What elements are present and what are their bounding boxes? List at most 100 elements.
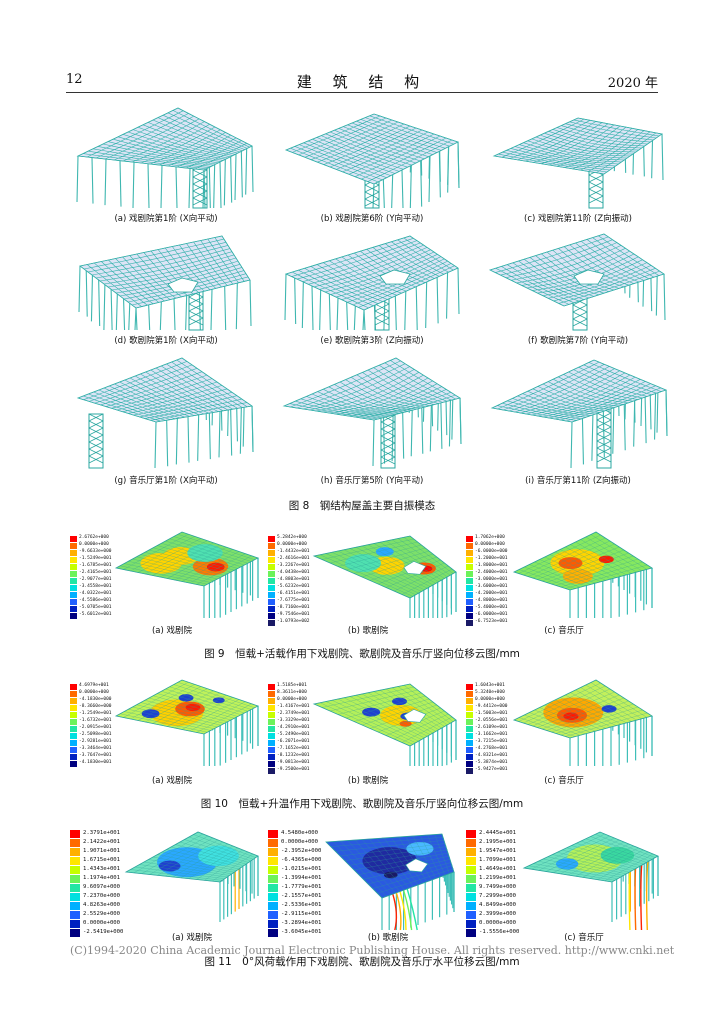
roof-gridline [556,126,627,167]
legend-row: -3.2267e+001 [268,563,314,571]
legend-value: 2.1995e+001 [479,839,517,845]
legend-row: 4.5480e+000 [268,830,330,839]
legend-value: 0.0000e+000 [277,697,307,702]
legend-value: 4.6979e+001 [79,683,109,688]
legend-value: -2.9115e+001 [281,911,322,917]
mesh-line [189,553,246,584]
mesh-line [313,683,411,705]
deformed-column [392,893,398,931]
legend-swatch [466,830,476,838]
legend-row: 2.1995e+001 [466,839,528,848]
legend-row: 9.6097e+000 [70,884,132,893]
mesh-line [551,555,634,585]
legend-swatch [70,740,77,746]
legend-value: -3.3464e+001 [79,746,112,751]
mesh-line [551,703,634,733]
column [591,414,594,461]
legend-row: 7.2370e+000 [70,893,132,902]
mesh-line [123,682,189,718]
legend-value: -4.1830e+001 [79,760,112,765]
column [123,298,126,331]
legend-row: -2.1557e+001 [268,893,330,902]
mesh-line [560,841,625,874]
legend-value: -3.6045e+001 [281,929,322,935]
fig9-panel-a [112,528,260,620]
column [154,421,157,469]
column [203,169,206,209]
fig11-caption-c: (c) 音乐厅 [564,933,604,943]
roof-gridline [310,121,399,160]
legend-swatch [466,920,476,928]
fig11-legend-a: 2.3791e+001 2.1422e+001 1.9071e+001 1.6715e… [70,830,132,938]
mesh-line [377,868,454,894]
mesh-line [553,839,620,873]
legend-value: -2.0556e+001 [475,718,508,723]
fig8-caption-c: (c) 戏剧院第11阶 (Z向振动) [524,214,632,224]
legend-value: -7.6775e+001 [277,598,310,603]
roof-gridline [176,137,237,168]
legend-swatch [466,613,473,619]
column [98,279,101,327]
column [173,298,176,331]
mesh-line [313,535,411,557]
column [294,277,297,325]
legend-value: -1.2549e+001 [79,711,112,716]
legend-row: -4.0438e+001 [268,570,314,578]
legend-value: -9.7546e+001 [277,612,310,617]
legend-row: -3.7647e+001 [70,753,116,761]
legend-swatch [466,902,476,910]
roof-gridline [111,260,239,291]
roof-gridline [558,270,660,304]
legend-row: -3.3329e+001 [268,718,314,726]
legend-swatch [268,747,275,753]
legend-row: -1.4167e+001 [268,704,314,712]
mesh-line [523,537,606,576]
fig8-caption-a: (a) 戏剧院第1阶 (X向平动) [114,214,218,224]
fig10-panel-a [112,676,260,768]
fig8-panel-e [278,226,466,334]
roof-gridline [509,366,610,412]
column [159,301,162,331]
column [249,279,252,327]
column [655,269,658,316]
column [429,405,432,452]
roof-opening [403,560,427,575]
column [76,155,79,203]
legend-swatch [268,761,275,767]
roof-gridline [525,122,603,162]
legend-value: 2.1422e+001 [83,839,121,845]
legend-swatch [268,875,278,883]
legend-swatch [70,705,77,711]
legend-value: 2.6762e+000 [79,535,109,540]
roof-gridline [329,127,417,168]
legend-swatch [268,698,275,704]
roof-gridline [367,139,453,182]
tower-brace [364,198,380,207]
roof-gridline [285,235,411,275]
roof-gridline [509,120,591,159]
mesh-line [527,540,611,577]
legend-swatch [466,733,473,739]
legend-swatch [268,606,275,612]
legend-swatch [70,830,80,838]
fig9-legend-b: 5.2842e+000 0.0000e+000 -1.4432e+001 -2.461… [268,535,314,627]
mesh-line [401,568,453,595]
column [251,145,254,193]
deformed-column [399,891,407,931]
mesh-line [145,688,208,723]
legend-swatch [268,884,278,892]
mesh-line [115,531,183,569]
roof-gridline [341,383,438,416]
legend-row: -6.2071e+001 [268,739,314,747]
legend-value: 2.3791e+001 [83,830,121,836]
legend-swatch [268,613,275,619]
legend-row: -2.4616e+001 [268,556,314,564]
column [219,161,222,209]
legend-value: -2.5336e+001 [281,902,322,908]
column [166,420,169,467]
legend-swatch [268,578,275,584]
legend-row: -4.8321e+001 [466,753,512,761]
tower-brace [588,188,604,197]
legend-row: 7.2999e+000 [466,893,528,902]
mesh-line [546,552,629,583]
